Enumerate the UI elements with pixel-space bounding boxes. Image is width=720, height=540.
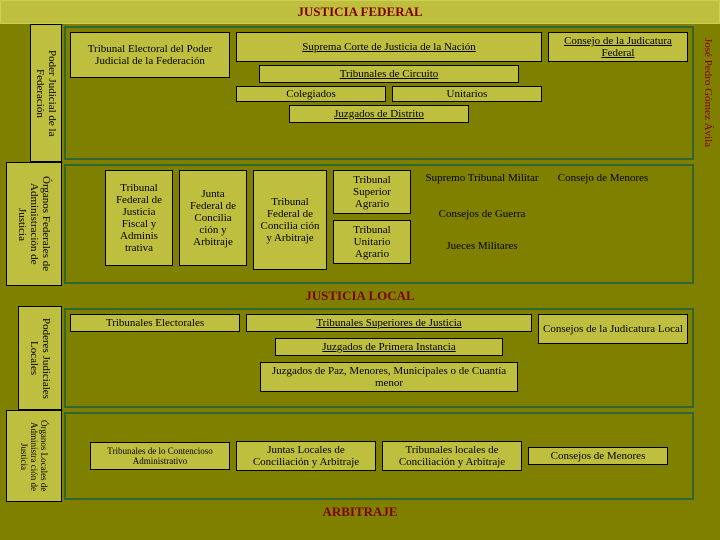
panel-organos-locales: Tribunales de lo Contencioso Administrat… xyxy=(64,412,694,500)
vlabel-organos-locales: Órganos Locales de Administra ción de Ju… xyxy=(6,410,62,502)
text-supremo-tribunal-militar: Supremo Tribunal Militar xyxy=(417,170,547,200)
panel-poderes-judiciales-locales: Tribunales Electorales Tribunales Superi… xyxy=(64,308,694,408)
title-arbitraje: ARBITRAJE xyxy=(0,502,720,522)
vlabel-poder-judicial-federacion: Poder Judicial de la Federación xyxy=(30,24,62,162)
box-tribunal-conciliacion: Tribunal Federal de Concilia ción y Arbi… xyxy=(253,170,327,270)
box-consejos-menores-local: Consejos de Menores xyxy=(528,447,668,465)
box-juzgados-paz: Juzgados de Paz, Menores, Municipales o … xyxy=(260,362,517,392)
box-tribunal-superior-agrario: Tribunal Superior Agrario xyxy=(333,170,411,214)
box-tribunal-electoral: Tribunal Electoral del Poder Judicial de… xyxy=(70,32,230,78)
box-consejo-judicatura-federal: Consejo de la Judicatura Federal xyxy=(548,32,688,62)
panel-organos-federales: Tribunal Federal de Justicia Fiscal y Ad… xyxy=(64,164,694,284)
box-juzgados-distrito: Juzgados de Distrito xyxy=(289,105,469,123)
title-federal: JUSTICIA FEDERAL xyxy=(0,0,720,24)
box-tribunales-electorales: Tribunales Electorales xyxy=(70,314,240,332)
text-consejo-menores: Consejo de Menores xyxy=(553,170,653,200)
box-tribunales-superiores: Tribunales Superiores de Justicia xyxy=(246,314,532,332)
box-tribunales-circuito: Tribunales de Circuito xyxy=(259,65,519,83)
box-juzgados-primera-instancia: Juzgados de Primera Instancia xyxy=(275,338,504,356)
box-consejos-judicatura-local: Consejos de la Judicatura Local xyxy=(538,314,688,344)
box-junta-conciliacion: Junta Federal de Concilia ción y Arbitra… xyxy=(179,170,247,266)
box-juntas-locales-conciliacion: Juntas Locales de Conciliación y Arbitra… xyxy=(236,441,376,471)
box-tribunales-contencioso: Tribunales de lo Contencioso Administrat… xyxy=(90,442,230,470)
panel-poder-judicial-federacion: Tribunal Electoral del Poder Judicial de… xyxy=(64,26,694,160)
text-consejos-guerra: Consejos de Guerra xyxy=(417,206,547,232)
box-suprema-corte: Suprema Corte de Justicia de la Nación xyxy=(236,32,542,62)
box-unitarios: Unitarios xyxy=(392,86,542,102)
title-local: JUSTICIA LOCAL xyxy=(0,286,720,306)
text-jueces-militares: Jueces Militares xyxy=(417,238,547,256)
box-tribunal-unitario-agrario: Tribunal Unitario Agrario xyxy=(333,220,411,264)
box-tribunales-locales-conciliacion: Tribunales locales de Conciliación y Arb… xyxy=(382,441,522,471)
box-tribunal-fiscal: Tribunal Federal de Justicia Fiscal y Ad… xyxy=(105,170,173,266)
box-colegiados: Colegiados xyxy=(236,86,386,102)
author-label: José Pedro Gómez Ávila xyxy=(696,24,720,162)
vlabel-poderes-judiciales-locales: Poderes Judiciales Locales xyxy=(18,306,62,410)
vlabel-organos-federales: Órganos Federales de Administración de J… xyxy=(6,162,62,286)
